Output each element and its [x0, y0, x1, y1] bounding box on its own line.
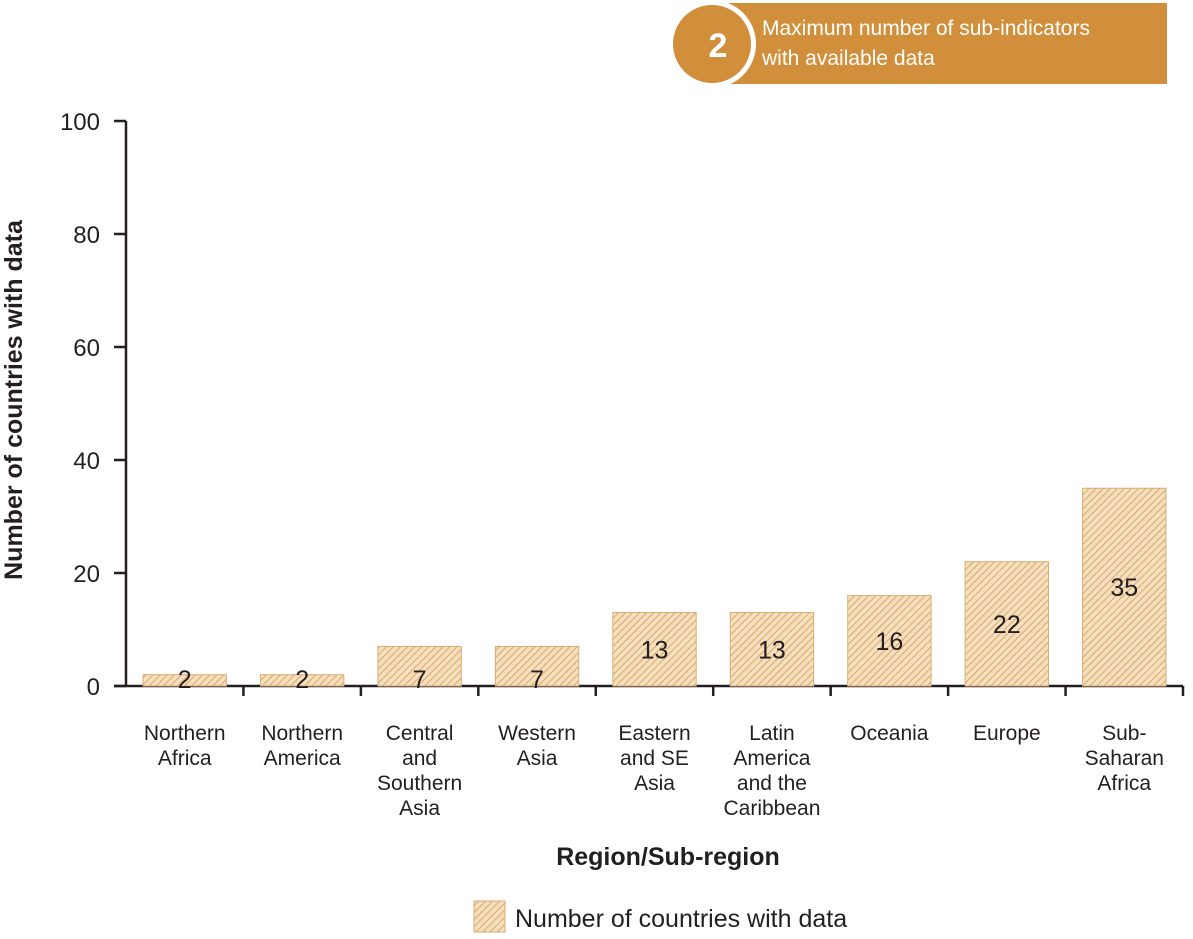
badge-circle	[673, 5, 751, 83]
y-tick-label: 60	[73, 335, 100, 362]
data-label: 35	[1110, 574, 1138, 602]
bar	[377, 645, 462, 687]
category-label: Asia	[634, 772, 675, 795]
category-label: and SE	[620, 747, 689, 770]
bar	[847, 595, 932, 687]
category-label: Asia	[399, 797, 440, 820]
category-label: Western	[498, 722, 576, 745]
y-ticks: 0 20 40 60 80 100	[60, 109, 126, 701]
y-tick-label: 0	[87, 674, 100, 701]
data-label: 2	[295, 666, 309, 694]
category-label: and	[402, 747, 437, 770]
y-tick-label: 100	[60, 109, 100, 136]
data-label: 2	[178, 666, 192, 694]
bar	[612, 612, 697, 687]
x-ticks	[242, 686, 1185, 696]
x-axis-title: Region/Sub-region	[556, 843, 780, 871]
data-label: 13	[641, 636, 669, 664]
category-label: Sub-	[1102, 722, 1146, 745]
badge-number: 2	[709, 27, 728, 65]
badge-banner	[728, 3, 1167, 84]
category-label: Asia	[517, 747, 558, 770]
legend-label: Number of countries with data	[515, 905, 847, 933]
data-label: 7	[413, 666, 427, 694]
category-label: Africa	[158, 747, 212, 770]
bar	[964, 561, 1050, 687]
y-tick-label: 80	[73, 222, 100, 249]
category-label: Oceania	[850, 722, 929, 745]
y-tick-label: 20	[73, 561, 100, 588]
category-label: Northern	[144, 722, 226, 745]
category-label: America	[264, 747, 341, 770]
bar	[1082, 487, 1167, 687]
data-label: 13	[758, 636, 786, 664]
category-label: Eastern	[618, 722, 690, 745]
category-label: Southern	[377, 772, 462, 795]
badge-text-line2: with available data	[761, 47, 935, 70]
category-label: and the	[737, 772, 807, 795]
bar	[729, 612, 815, 687]
max-subindicators-badge: 2 Maximum number of sub-indicators with …	[668, 0, 1167, 88]
category-label: Latin	[749, 722, 795, 745]
badge-text-line1: Maximum number of sub-indicators	[762, 17, 1090, 40]
category-label: America	[733, 747, 810, 770]
category-labels: NorthernAfricaNorthernAmericaCentralandS…	[144, 722, 1164, 820]
category-label: Africa	[1097, 772, 1151, 795]
y-axis-title: Number of countries with data	[0, 219, 28, 580]
legend-swatch	[473, 900, 506, 933]
category-label: Saharan	[1085, 747, 1164, 770]
category-label: Northern	[261, 722, 343, 745]
bar	[494, 645, 580, 687]
y-tick-label: 40	[73, 448, 100, 475]
category-label: Central	[386, 722, 454, 745]
category-label: Europe	[973, 722, 1041, 745]
category-label: Caribbean	[723, 797, 820, 820]
data-label: 7	[530, 666, 544, 694]
data-label: 22	[993, 611, 1021, 639]
data-label: 16	[875, 628, 903, 656]
bar	[142, 674, 227, 687]
bar	[259, 674, 345, 687]
legend: Number of countries with data	[473, 900, 847, 933]
